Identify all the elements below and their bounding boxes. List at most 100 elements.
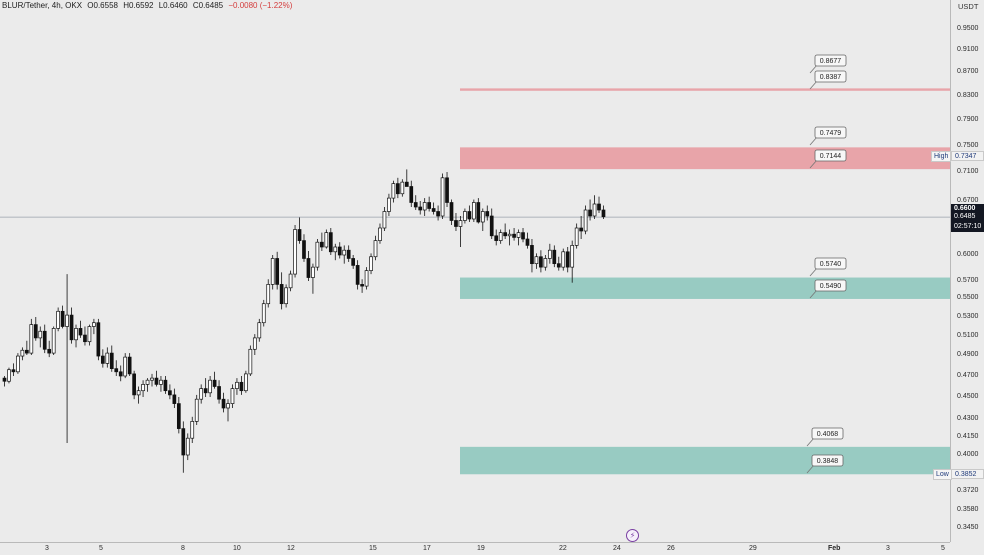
candle[interactable] bbox=[56, 307, 60, 332]
candle[interactable] bbox=[311, 263, 315, 294]
price-axis[interactable]: 0.9500 0.9100 0.8700 0.8300 0.7900 0.7500 0.71… bbox=[950, 0, 984, 542]
candle[interactable] bbox=[583, 205, 588, 235]
candle[interactable] bbox=[33, 317, 38, 341]
candle[interactable] bbox=[78, 320, 83, 338]
candle[interactable] bbox=[230, 384, 235, 408]
candle[interactable] bbox=[7, 367, 11, 384]
price-callout[interactable]: 0.3848 bbox=[806, 454, 844, 474]
candle[interactable] bbox=[601, 205, 606, 220]
candle[interactable] bbox=[306, 251, 311, 281]
candle[interactable] bbox=[302, 234, 306, 262]
candle[interactable] bbox=[489, 208, 494, 240]
candle[interactable] bbox=[190, 416, 195, 443]
candle[interactable] bbox=[480, 208, 485, 232]
candle[interactable] bbox=[105, 347, 110, 368]
candle[interactable] bbox=[248, 345, 253, 377]
symbol-name[interactable]: BLUR/Tether, 4h, OKX bbox=[2, 1, 83, 10]
candle[interactable] bbox=[498, 229, 503, 244]
candle[interactable] bbox=[109, 345, 114, 372]
candle[interactable] bbox=[552, 245, 557, 268]
support-zone[interactable] bbox=[460, 277, 950, 299]
candle[interactable] bbox=[373, 235, 378, 261]
candle[interactable] bbox=[185, 433, 190, 461]
candle[interactable] bbox=[409, 180, 414, 207]
candle[interactable] bbox=[163, 376, 168, 394]
candle[interactable] bbox=[226, 399, 230, 422]
candle[interactable] bbox=[342, 245, 347, 264]
candle[interactable] bbox=[436, 205, 440, 221]
candle[interactable] bbox=[74, 324, 78, 348]
candle[interactable] bbox=[212, 371, 217, 389]
candle[interactable] bbox=[235, 378, 239, 395]
currency-label[interactable]: USDT bbox=[958, 2, 979, 11]
candle[interactable] bbox=[525, 232, 530, 249]
candle[interactable] bbox=[221, 392, 226, 413]
candle[interactable] bbox=[16, 353, 20, 374]
candle[interactable] bbox=[369, 253, 373, 275]
candle[interactable] bbox=[293, 225, 297, 278]
candle[interactable] bbox=[132, 370, 136, 400]
candle[interactable] bbox=[181, 421, 186, 473]
candle[interactable] bbox=[534, 253, 539, 269]
candle[interactable] bbox=[418, 201, 423, 215]
candle[interactable] bbox=[324, 229, 329, 249]
candle[interactable] bbox=[83, 326, 87, 346]
time-axis[interactable]: 3 5 8 10 12 15 17 19 22 24 26 29 Feb 3 5 bbox=[0, 542, 950, 555]
candle[interactable] bbox=[11, 363, 16, 376]
candle[interactable] bbox=[320, 232, 324, 251]
candle[interactable] bbox=[217, 380, 221, 404]
candle[interactable] bbox=[547, 243, 552, 264]
candle[interactable] bbox=[150, 373, 154, 387]
candle[interactable] bbox=[333, 243, 338, 261]
symbol-legend[interactable]: BLUR/Tether, 4h, OKX O0.6558 H0.6592 L0.… bbox=[2, 1, 295, 10]
candle[interactable] bbox=[127, 353, 132, 376]
candle[interactable] bbox=[360, 279, 364, 293]
candle[interactable] bbox=[404, 169, 409, 187]
candle[interactable] bbox=[172, 388, 177, 408]
candle[interactable] bbox=[355, 260, 360, 290]
resistance-zone[interactable] bbox=[460, 88, 950, 91]
candle[interactable] bbox=[239, 376, 244, 395]
candle[interactable] bbox=[445, 172, 449, 207]
candle[interactable] bbox=[574, 223, 579, 249]
candle[interactable] bbox=[570, 240, 575, 283]
candle[interactable] bbox=[351, 255, 356, 269]
candle[interactable] bbox=[476, 198, 481, 224]
candle[interactable] bbox=[431, 202, 436, 215]
candle[interactable] bbox=[472, 199, 476, 222]
candle[interactable] bbox=[387, 193, 391, 216]
candle[interactable] bbox=[328, 228, 333, 255]
price-callout[interactable]: 0.7479 bbox=[809, 126, 847, 146]
candle[interactable] bbox=[87, 324, 92, 346]
candle[interactable] bbox=[145, 378, 150, 392]
candle[interactable] bbox=[454, 213, 458, 231]
candle[interactable] bbox=[427, 196, 431, 212]
candle[interactable] bbox=[440, 173, 445, 219]
candle[interactable] bbox=[65, 274, 69, 443]
candle[interactable] bbox=[20, 347, 25, 361]
candle[interactable] bbox=[530, 239, 534, 273]
candle[interactable] bbox=[261, 299, 266, 327]
candle[interactable] bbox=[503, 223, 507, 240]
price-callout[interactable]: 0.8677 bbox=[809, 54, 847, 74]
candle[interactable] bbox=[279, 272, 284, 310]
price-callout[interactable]: 0.5490 bbox=[809, 279, 847, 299]
candle[interactable] bbox=[168, 384, 172, 400]
candle[interactable] bbox=[47, 340, 52, 358]
candle[interactable] bbox=[422, 198, 427, 216]
candlestick-plot[interactable]: 0.8677 0.8387 0.7479 0.7144 0.5740 0.5490 0.40… bbox=[0, 0, 950, 542]
candle[interactable] bbox=[543, 255, 548, 271]
candle[interactable] bbox=[579, 216, 583, 239]
candle[interactable] bbox=[69, 307, 74, 344]
candle[interactable] bbox=[25, 340, 29, 355]
candle[interactable] bbox=[597, 196, 601, 213]
candle[interactable] bbox=[284, 284, 288, 308]
candle[interactable] bbox=[114, 360, 119, 376]
price-callout[interactable]: 0.7144 bbox=[809, 149, 847, 169]
candle[interactable] bbox=[270, 255, 275, 290]
candle[interactable] bbox=[556, 256, 561, 271]
lightning-icon[interactable]: ⚡ bbox=[626, 529, 639, 542]
candle[interactable] bbox=[382, 207, 387, 231]
candle[interactable] bbox=[42, 324, 47, 354]
